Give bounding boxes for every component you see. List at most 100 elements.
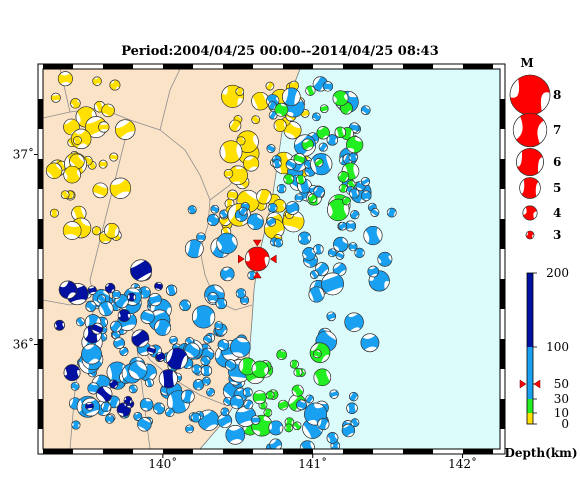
- focal-mechanism: [91, 322, 104, 335]
- focal-mechanism: [137, 417, 152, 432]
- focal-mechanism: [377, 251, 393, 267]
- focal-mechanism: [225, 424, 246, 445]
- magnitude-legend-symbol: [519, 177, 541, 199]
- focal-mechanism: [348, 122, 360, 133]
- focal-mechanism: [63, 165, 81, 184]
- focal-mechanism: [238, 357, 257, 376]
- focal-mechanism: [277, 399, 289, 411]
- focal-mechanism: [191, 364, 202, 375]
- magnitude-legend-label: 8: [553, 88, 561, 102]
- magnitude-legend-title: M: [520, 56, 533, 70]
- map-title: Period:2004/04/25 00:00--2014/04/25 08:4…: [121, 44, 439, 59]
- focal-mechanism: [268, 101, 277, 110]
- focal-mechanism: [299, 440, 315, 449]
- focal-mechanism: [307, 193, 318, 203]
- focal-mechanism: [63, 364, 81, 382]
- focal-mechanism: [266, 144, 276, 153]
- focal-mechanism: [130, 259, 153, 282]
- focal-mechanism: [316, 126, 330, 140]
- focal-mechanism: [185, 424, 194, 434]
- focal-mechanism: [92, 182, 109, 199]
- highlighted-event: [238, 239, 277, 279]
- focal-mechanism: [200, 355, 211, 366]
- focal-mechanism: [284, 423, 294, 433]
- focal-mechanism: [45, 162, 63, 179]
- focal-mechanism: [342, 196, 351, 206]
- focal-mechanism: [57, 71, 73, 87]
- focal-mechanism: [180, 389, 195, 404]
- focal-mechanism: [87, 285, 97, 295]
- focal-mechanism: [87, 382, 100, 395]
- focal-mechanism: [296, 174, 306, 185]
- focal-mechanism: [138, 286, 151, 299]
- focal-mechanism: [283, 173, 295, 185]
- focal-mechanism: [322, 81, 334, 92]
- focal-mechanism: [285, 201, 300, 215]
- focal-mechanism: [326, 134, 339, 146]
- focal-mechanism: [265, 81, 275, 91]
- map-frame: [37, 63, 506, 455]
- focal-mechanism: [70, 381, 80, 391]
- focal-mechanism: [251, 115, 260, 124]
- depth-tick-label: 50: [554, 377, 569, 391]
- depth-tick-label: 10: [554, 406, 569, 420]
- focal-mechanism: [251, 360, 269, 378]
- focal-mechanism: [206, 387, 215, 397]
- focal-mechanism: [293, 153, 306, 165]
- focal-mechanism: [251, 415, 261, 425]
- magnitude-legend-label: 3: [553, 228, 561, 242]
- focal-mechanism: [49, 208, 59, 218]
- focal-mechanism: [70, 98, 81, 109]
- focal-mechanism: [294, 193, 304, 203]
- focal-mechanism: [334, 126, 346, 139]
- focal-mechanism: [154, 281, 163, 291]
- lon-tick-label: 142˚: [448, 456, 477, 471]
- focal-mechanism: [327, 198, 350, 222]
- focal-mechanism: [101, 103, 115, 118]
- focal-mechanism: [62, 221, 82, 240]
- focal-mechanism: [338, 221, 347, 231]
- focal-mechanism: [291, 384, 304, 397]
- focal-mechanism: [184, 239, 204, 259]
- focal-mechanism: [360, 333, 380, 353]
- focal-mechanism: [229, 395, 244, 410]
- focal-mechanism: [276, 349, 287, 361]
- magnitude-legend-label: 6: [553, 155, 561, 169]
- focal-mechanism: [97, 294, 107, 304]
- focal-mechanism: [127, 292, 137, 302]
- focal-mechanism: [219, 140, 243, 164]
- focal-mechanism: [227, 189, 238, 201]
- focal-mechanism: [109, 379, 119, 389]
- focal-mechanism: [223, 169, 234, 179]
- focal-mechanism: [165, 407, 175, 418]
- focal-mechanism: [360, 105, 371, 116]
- focal-mechanism: [269, 438, 282, 449]
- focal-mechanism: [145, 378, 154, 388]
- focal-mechanism: [314, 158, 324, 168]
- focal-mechanism: [179, 299, 191, 312]
- focal-mechanism: [219, 209, 229, 219]
- focal-mechanism: [313, 186, 325, 198]
- focal-mechanism: [73, 136, 82, 145]
- focal-mechanism: [110, 320, 122, 333]
- focal-mechanism: [332, 90, 349, 107]
- focal-mechanism: [386, 207, 397, 218]
- focal-mechanism: [187, 205, 197, 215]
- magnitude-legend-symbol: [509, 74, 551, 116]
- focal-mechanism: [192, 379, 205, 391]
- focal-mechanism: [96, 385, 113, 403]
- focal-mechanism: [98, 121, 110, 133]
- focal-mechanism: [317, 418, 330, 431]
- focal-mechanism: [341, 423, 356, 438]
- focal-mechanism: [321, 272, 344, 296]
- focal-mechanism: [344, 312, 364, 332]
- focal-mechanism: [202, 376, 211, 386]
- focal-mechanism: [293, 367, 303, 377]
- focal-mechanism: [58, 280, 78, 299]
- focal-mechanism: [112, 290, 121, 299]
- focal-mechanism: [313, 368, 332, 387]
- focal-mechanism: [146, 345, 157, 355]
- focal-mechanism: [235, 405, 257, 427]
